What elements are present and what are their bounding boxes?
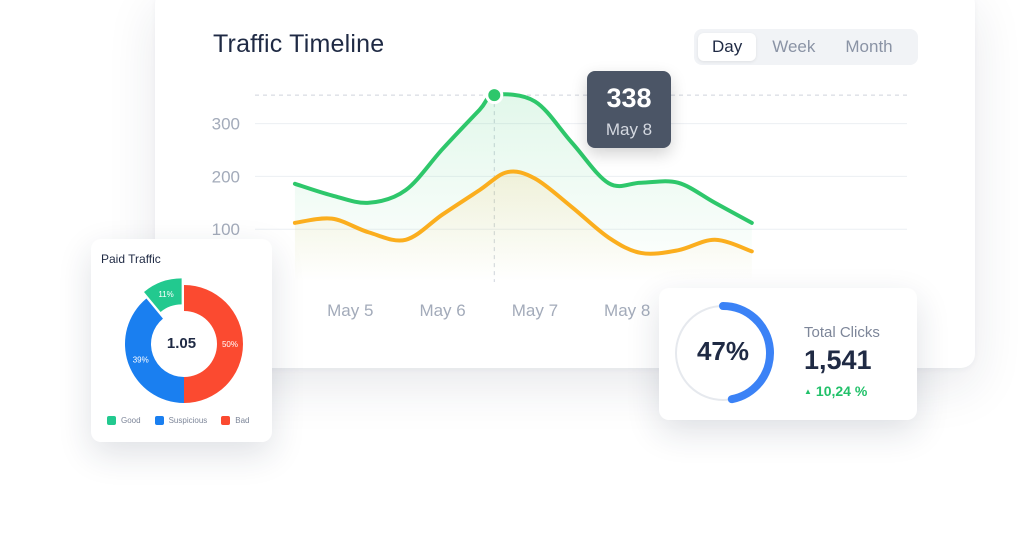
highlight-point[interactable] xyxy=(485,86,504,105)
y-tick-label: 200 xyxy=(212,167,240,186)
clicks-percent: 47% xyxy=(696,336,750,366)
donut-slice-label-good: 11% xyxy=(158,290,173,299)
donut-slice-label-suspicious: 39% xyxy=(133,356,149,365)
donut-slice-bad[interactable] xyxy=(184,285,243,403)
x-tick-label: May 5 xyxy=(327,301,373,320)
donut-legend: Good Suspicious Bad xyxy=(107,416,264,425)
tooltip-date: May 8 xyxy=(605,120,653,139)
chart-tooltip: 338 May 8 xyxy=(587,71,671,148)
paid-traffic-title: Paid Traffic xyxy=(101,252,161,266)
ring-progress-arc xyxy=(719,302,774,404)
y-tick-label: 300 xyxy=(212,115,240,134)
donut-slice-good[interactable] xyxy=(144,278,182,312)
tab-month[interactable]: Month xyxy=(845,37,893,56)
clicks-change: ▲ 10,24 % xyxy=(804,383,867,399)
clicks-change-value: 10,24 % xyxy=(815,383,868,399)
donut-slice-suspicious[interactable] xyxy=(125,298,184,403)
paid-traffic-donut: 50% 39% 11% xyxy=(125,278,243,403)
legend-good-label: Good xyxy=(121,416,141,425)
legend-suspicious: Suspicious xyxy=(154,416,208,425)
range-tabs: Day Week Month xyxy=(694,29,918,65)
legend-bad-swatch xyxy=(221,416,231,425)
x-tick-label: May 6 xyxy=(419,301,465,320)
donut-center-value: 1.05 xyxy=(166,335,197,352)
total-clicks-value: 1,541 xyxy=(804,345,872,375)
tooltip-value: 338 xyxy=(606,83,652,113)
legend-good-swatch xyxy=(107,416,116,425)
x-tick-label: May 8 xyxy=(604,301,650,320)
legend-good: Good xyxy=(107,416,141,425)
paid-traffic-card: Paid Traffic 50% 39% 11% 1.05 Good Suspici… xyxy=(91,239,272,442)
total-clicks-label: Total Clicks xyxy=(804,324,880,341)
trend-up-icon: ▲ xyxy=(804,387,812,396)
donut-slice-label-bad: 50% xyxy=(222,340,238,349)
total-clicks-card: 47% Total Clicks 1,541 ▲ 10,24 % xyxy=(659,288,917,420)
legend-bad: Bad xyxy=(221,416,250,425)
x-tick-label: May 7 xyxy=(512,301,558,320)
tab-week[interactable]: Week xyxy=(772,37,816,56)
tab-day[interactable]: Day xyxy=(698,33,757,61)
y-tick-label: 100 xyxy=(212,220,240,239)
orange-series-line xyxy=(292,169,754,256)
legend-suspicious-label: Suspicious xyxy=(168,416,208,425)
orange-series-area xyxy=(294,171,752,282)
legend-bad-label: Bad xyxy=(235,416,250,425)
chart-title: Traffic Timeline xyxy=(213,30,385,58)
clicks-progress-ring xyxy=(675,302,774,404)
legend-suspicious-swatch xyxy=(154,416,164,425)
green-series-line xyxy=(292,92,754,225)
